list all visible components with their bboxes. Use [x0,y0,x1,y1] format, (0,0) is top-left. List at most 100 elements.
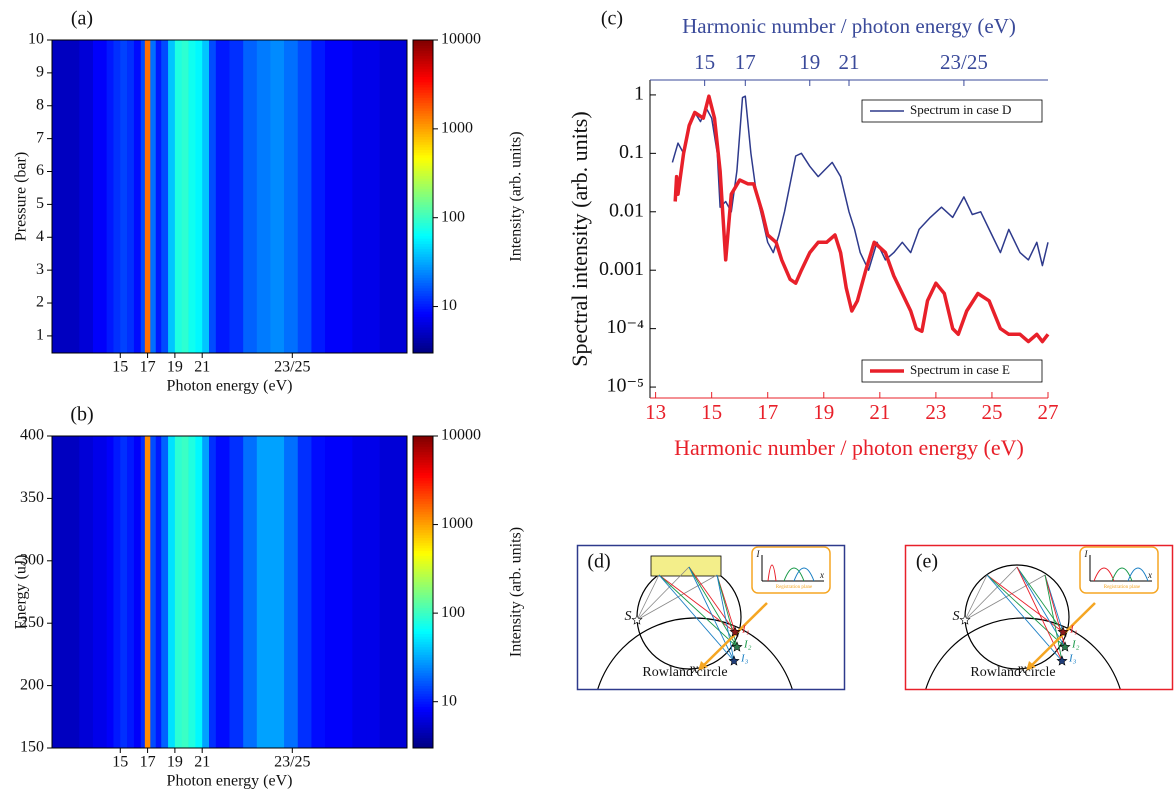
ray [1044,574,1063,662]
y-tick-label: 10⁻⁵ [606,375,644,397]
image-label: I₁ [1069,624,1078,636]
colorbar-slice [413,347,433,351]
colorbar-slice [413,638,433,642]
colorbar-slice [413,63,433,67]
colorbar-slice [413,649,433,653]
colorbar-slice [413,511,433,515]
colorbar-slice [413,592,433,596]
colorbar-slice [413,300,433,304]
x2-tick-label: 17 [735,50,756,74]
colorbar-slice [413,631,433,635]
colorbar-slice [413,480,433,484]
colorbar-slice [413,105,433,109]
heat-cell [140,40,146,353]
heat-cell [352,40,367,353]
colorbar-slice [413,266,433,271]
colorbar-slice [413,243,433,247]
colorbar-slice [413,560,433,564]
heat-cell [215,436,230,748]
source-ray [636,566,690,621]
colorbar-slice [413,537,433,541]
heat-cell [92,40,107,353]
colorbar-slice [413,102,433,106]
colorbar-slice [413,334,433,338]
colorbar-slice [413,313,433,317]
colorbar-slice [413,92,433,96]
colorbar-slice [413,253,433,257]
colorbar-slice [413,58,433,62]
colorbar-slice [413,441,433,445]
colorbar-slice [413,306,433,310]
axis-label: x [691,662,699,677]
y-tick-label: 7 [36,129,44,146]
source-label: S [953,609,960,624]
heat-cell [144,436,151,748]
colorbar-slice [413,529,433,533]
colorbar-slice [413,214,433,218]
colorbar-slice [413,659,433,663]
heat-cell [352,436,367,748]
colorbar-slice [413,469,433,473]
colorbar-slice [413,542,433,546]
colorbar-slice [413,709,433,713]
x-tick-label: 19 [167,754,183,771]
colorbar-frame [412,435,434,749]
colorbar-slice [413,670,433,674]
colorbar-slice [413,321,433,325]
heat-cell [150,436,157,748]
mirror [650,555,722,577]
axis-arrow [1026,661,1036,671]
heat-cell [338,40,353,353]
inset-caption: Registration plane [1104,585,1141,590]
y-tick-label: 300 [20,551,44,568]
colorbar-slice [413,217,433,221]
heat-cell [52,436,66,748]
heat-cell [311,40,326,353]
star [1056,655,1068,666]
colorbar-slice [413,282,433,286]
colorbar-slice [413,644,433,648]
y-tick-label: 0.1 [619,141,644,163]
colorbar-slice [413,514,433,518]
colorbar-slice [413,558,433,562]
inset-peak [1127,567,1149,582]
y-axis-title: Spectral intensity (arb. units) [567,111,592,366]
heat-cell [195,40,203,353]
ray [1016,566,1063,662]
image-label: I₃ [740,653,749,665]
heat-cell [256,40,271,353]
colorbar-slice [413,667,433,671]
colorbar-slice [413,571,433,575]
colorbar-slice [413,60,433,64]
colorbar-slice [413,45,433,49]
colorbar-slice [413,482,433,486]
colorbar-slice [413,53,433,57]
ray [716,574,735,662]
circle-label: Rowland circle [642,665,727,680]
colorbar-slice [413,81,433,85]
colorbar-slice [413,657,433,661]
x-tick-label: 21 [194,754,210,771]
data-line [673,94,1050,344]
ray [688,566,736,633]
heat-cell [379,40,394,353]
heat-cell [325,436,340,748]
colorbar-slice [413,527,433,531]
colorbar-slice [413,240,433,244]
heat-cell [92,436,107,748]
heat-cell [256,436,271,748]
x-tick-label: 13 [645,400,666,424]
colorbar-slice [413,246,433,250]
colorbar-slice [413,303,433,307]
colorbar-slice [413,662,433,666]
colorbar-slice [413,97,433,101]
colorbar-slice [413,285,433,289]
heat-cell [181,40,189,353]
colorbar-slice [413,319,433,323]
diagram-frame [904,544,1174,691]
y-tick-label: 2 [36,294,44,311]
colorbar-slice [413,451,433,455]
colorbar-slice [413,568,433,572]
panel-label: (b) [70,404,93,426]
